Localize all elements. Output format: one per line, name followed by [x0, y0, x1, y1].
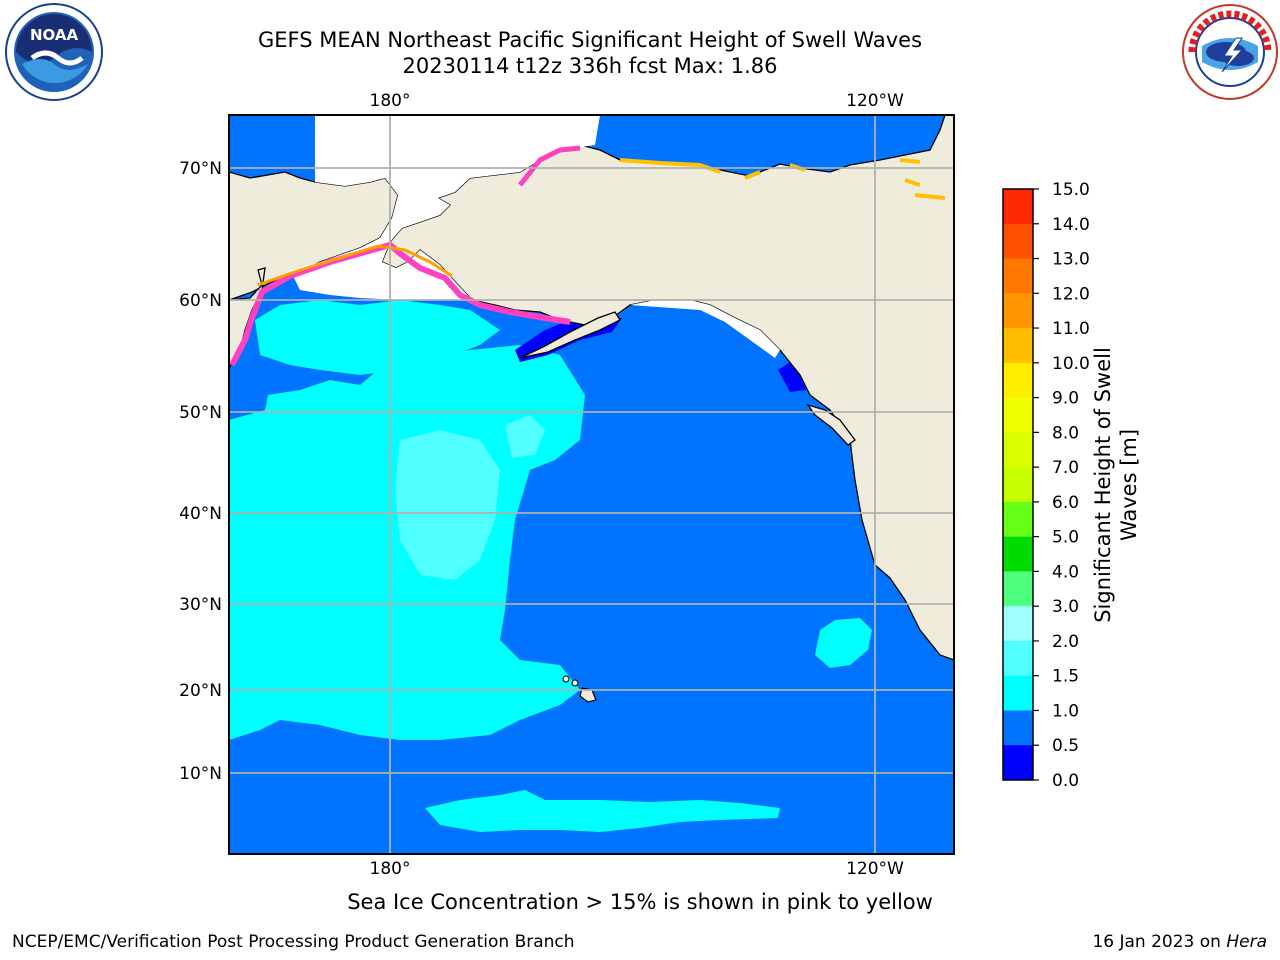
map-frame: [228, 114, 955, 855]
lon-label-top-120w: 120°W: [846, 91, 904, 111]
colorbar-swatch: [1003, 362, 1033, 399]
colorbar-swatch: [1003, 397, 1033, 433]
swell-lightcyan-patch: [395, 430, 500, 580]
lat-label-10n: 10°N: [179, 764, 222, 784]
colorbar-tick-label: 6.0: [1052, 493, 1079, 513]
chart-title: GEFS MEAN Northeast Pacific Significant …: [257, 28, 923, 52]
lat-label-50n: 50°N: [179, 403, 222, 423]
swell-cyan-region-north: [255, 300, 500, 375]
colorbar-title-line2: Waves [m]: [1117, 428, 1141, 542]
colorbar-tick-label: 14.0: [1052, 215, 1090, 235]
colorbar-swatch: [1003, 536, 1033, 572]
colorbar-swatch: [1003, 432, 1033, 468]
map-area: [229, 115, 954, 854]
colorbar-swatch: [1003, 258, 1033, 294]
colorbar-title-line1: Significant Height of Swell: [1091, 347, 1115, 623]
no-data-region-gulf: [630, 300, 780, 358]
swell-cyan-region-south: [425, 790, 780, 832]
swell-low-region-bc: [778, 362, 806, 392]
colorbar-swatch: [1003, 467, 1033, 503]
footer-date: 16 Jan 2023 on Hera: [1092, 932, 1267, 952]
nws-logo: [1182, 4, 1278, 100]
footer-date-text: 16 Jan 2023 on: [1092, 932, 1227, 952]
colorbar-frame: [1002, 188, 1034, 781]
colorbar-swatch: [1003, 293, 1033, 329]
sea-ice-edge-bering-outer: [257, 244, 453, 287]
colorbar-tick-label: 4.0: [1052, 562, 1079, 582]
sea-ice-edge-arctic: [518, 145, 581, 187]
colorbar-tick-label: 10.0: [1052, 354, 1090, 374]
lon-label-bottom-120w: 120°W: [846, 859, 904, 879]
colorbar-swatch: [1003, 675, 1033, 711]
colorbar: 15.0 14.0 13.0 12.0 11.0 10.0 9.0 8.0 7.0 6.0 5.0 4…: [1002, 180, 1090, 791]
colorbar-tick-label: 1.5: [1052, 667, 1079, 687]
colorbar-tick-label: 0.0: [1052, 771, 1079, 791]
footer-machine: Hera: [1226, 932, 1267, 952]
footer-credit: NCEP/EMC/Verification Post Processing Pr…: [12, 932, 575, 952]
colorbar-tick-label: 12.0: [1052, 284, 1090, 304]
chart-subtitle: 20230114 t12z 336h fcst Max: 1.86: [402, 54, 778, 78]
land-alaska-peninsula: [519, 311, 621, 359]
colorbar-tick-label: 11.0: [1052, 319, 1090, 339]
colorbar-tick-label: 7.0: [1052, 458, 1079, 478]
lat-label-60n: 60°N: [179, 291, 222, 311]
noaa-logo: NOAA: [5, 3, 103, 101]
colorbar-tick-label: 1.0: [1052, 701, 1079, 721]
colorbar-swatch: [1003, 328, 1033, 364]
lat-label-20n: 20°N: [179, 681, 222, 701]
lat-label-70n: 70°N: [179, 159, 222, 179]
colorbar-tick-label: 8.0: [1052, 423, 1079, 443]
lat-label-30n: 30°N: [179, 595, 222, 615]
lat-label-40n: 40°N: [179, 504, 222, 524]
lon-label-bottom-180: 180°: [370, 859, 411, 879]
colorbar-swatch: [1003, 606, 1033, 642]
colorbar-swatch: [1003, 640, 1033, 677]
swell-cyan-region-east: [815, 618, 872, 668]
colorbar-title: Significant Height of Swell Waves [m]: [1090, 347, 1142, 623]
colorbar-swatch: [1003, 571, 1033, 607]
colorbar-tick-label: 15.0: [1052, 180, 1090, 200]
colorbar-swatch: [1003, 501, 1033, 538]
map-gridlines: [229, 115, 954, 854]
colorbar-swatch: [1003, 710, 1033, 746]
colorbar-tick-label: 3.0: [1052, 597, 1079, 617]
colorbar-tick-label: 13.0: [1052, 250, 1090, 270]
colorbar-tick-label: 9.0: [1052, 389, 1079, 409]
colorbar-swatch: [1003, 745, 1033, 781]
colorbar-swatch: [1003, 189, 1033, 225]
colorbar-swatch: [1003, 223, 1033, 260]
colorbar-tick-label: 5.0: [1052, 528, 1079, 548]
colorbar-tick-label: 2.0: [1052, 632, 1079, 652]
lon-label-top-180: 180°: [370, 91, 411, 111]
sea-ice-note: Sea Ice Concentration > 15% is shown in …: [347, 890, 933, 914]
swell-lightcyan-patch-2: [505, 415, 545, 458]
colorbar-tick-label: 0.5: [1052, 736, 1079, 756]
noaa-logo-text: NOAA: [30, 26, 79, 44]
